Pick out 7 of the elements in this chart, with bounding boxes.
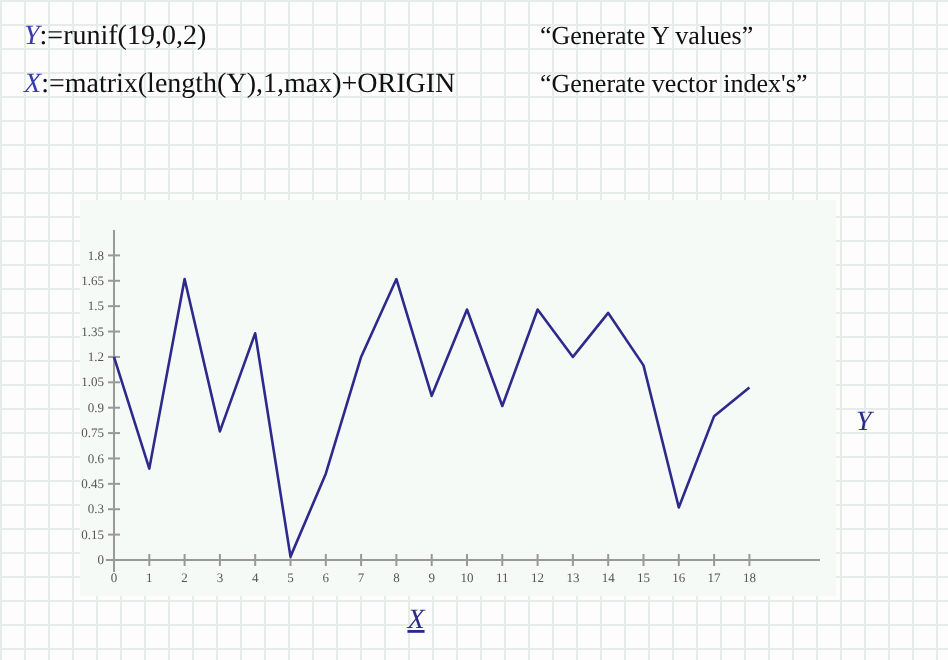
text: Y:=runif(19,0,2) [24, 22, 207, 52]
y-axis-title: Y [856, 408, 876, 438]
text: X:=matrix(length(Y),1,max)+ORIGIN [22, 70, 456, 100]
x-axis-title: X [405, 606, 426, 636]
text: “Generate vector index's” [540, 68, 808, 98]
text: “Generate Y values” [540, 20, 754, 50]
line-series [112, 277, 751, 558]
